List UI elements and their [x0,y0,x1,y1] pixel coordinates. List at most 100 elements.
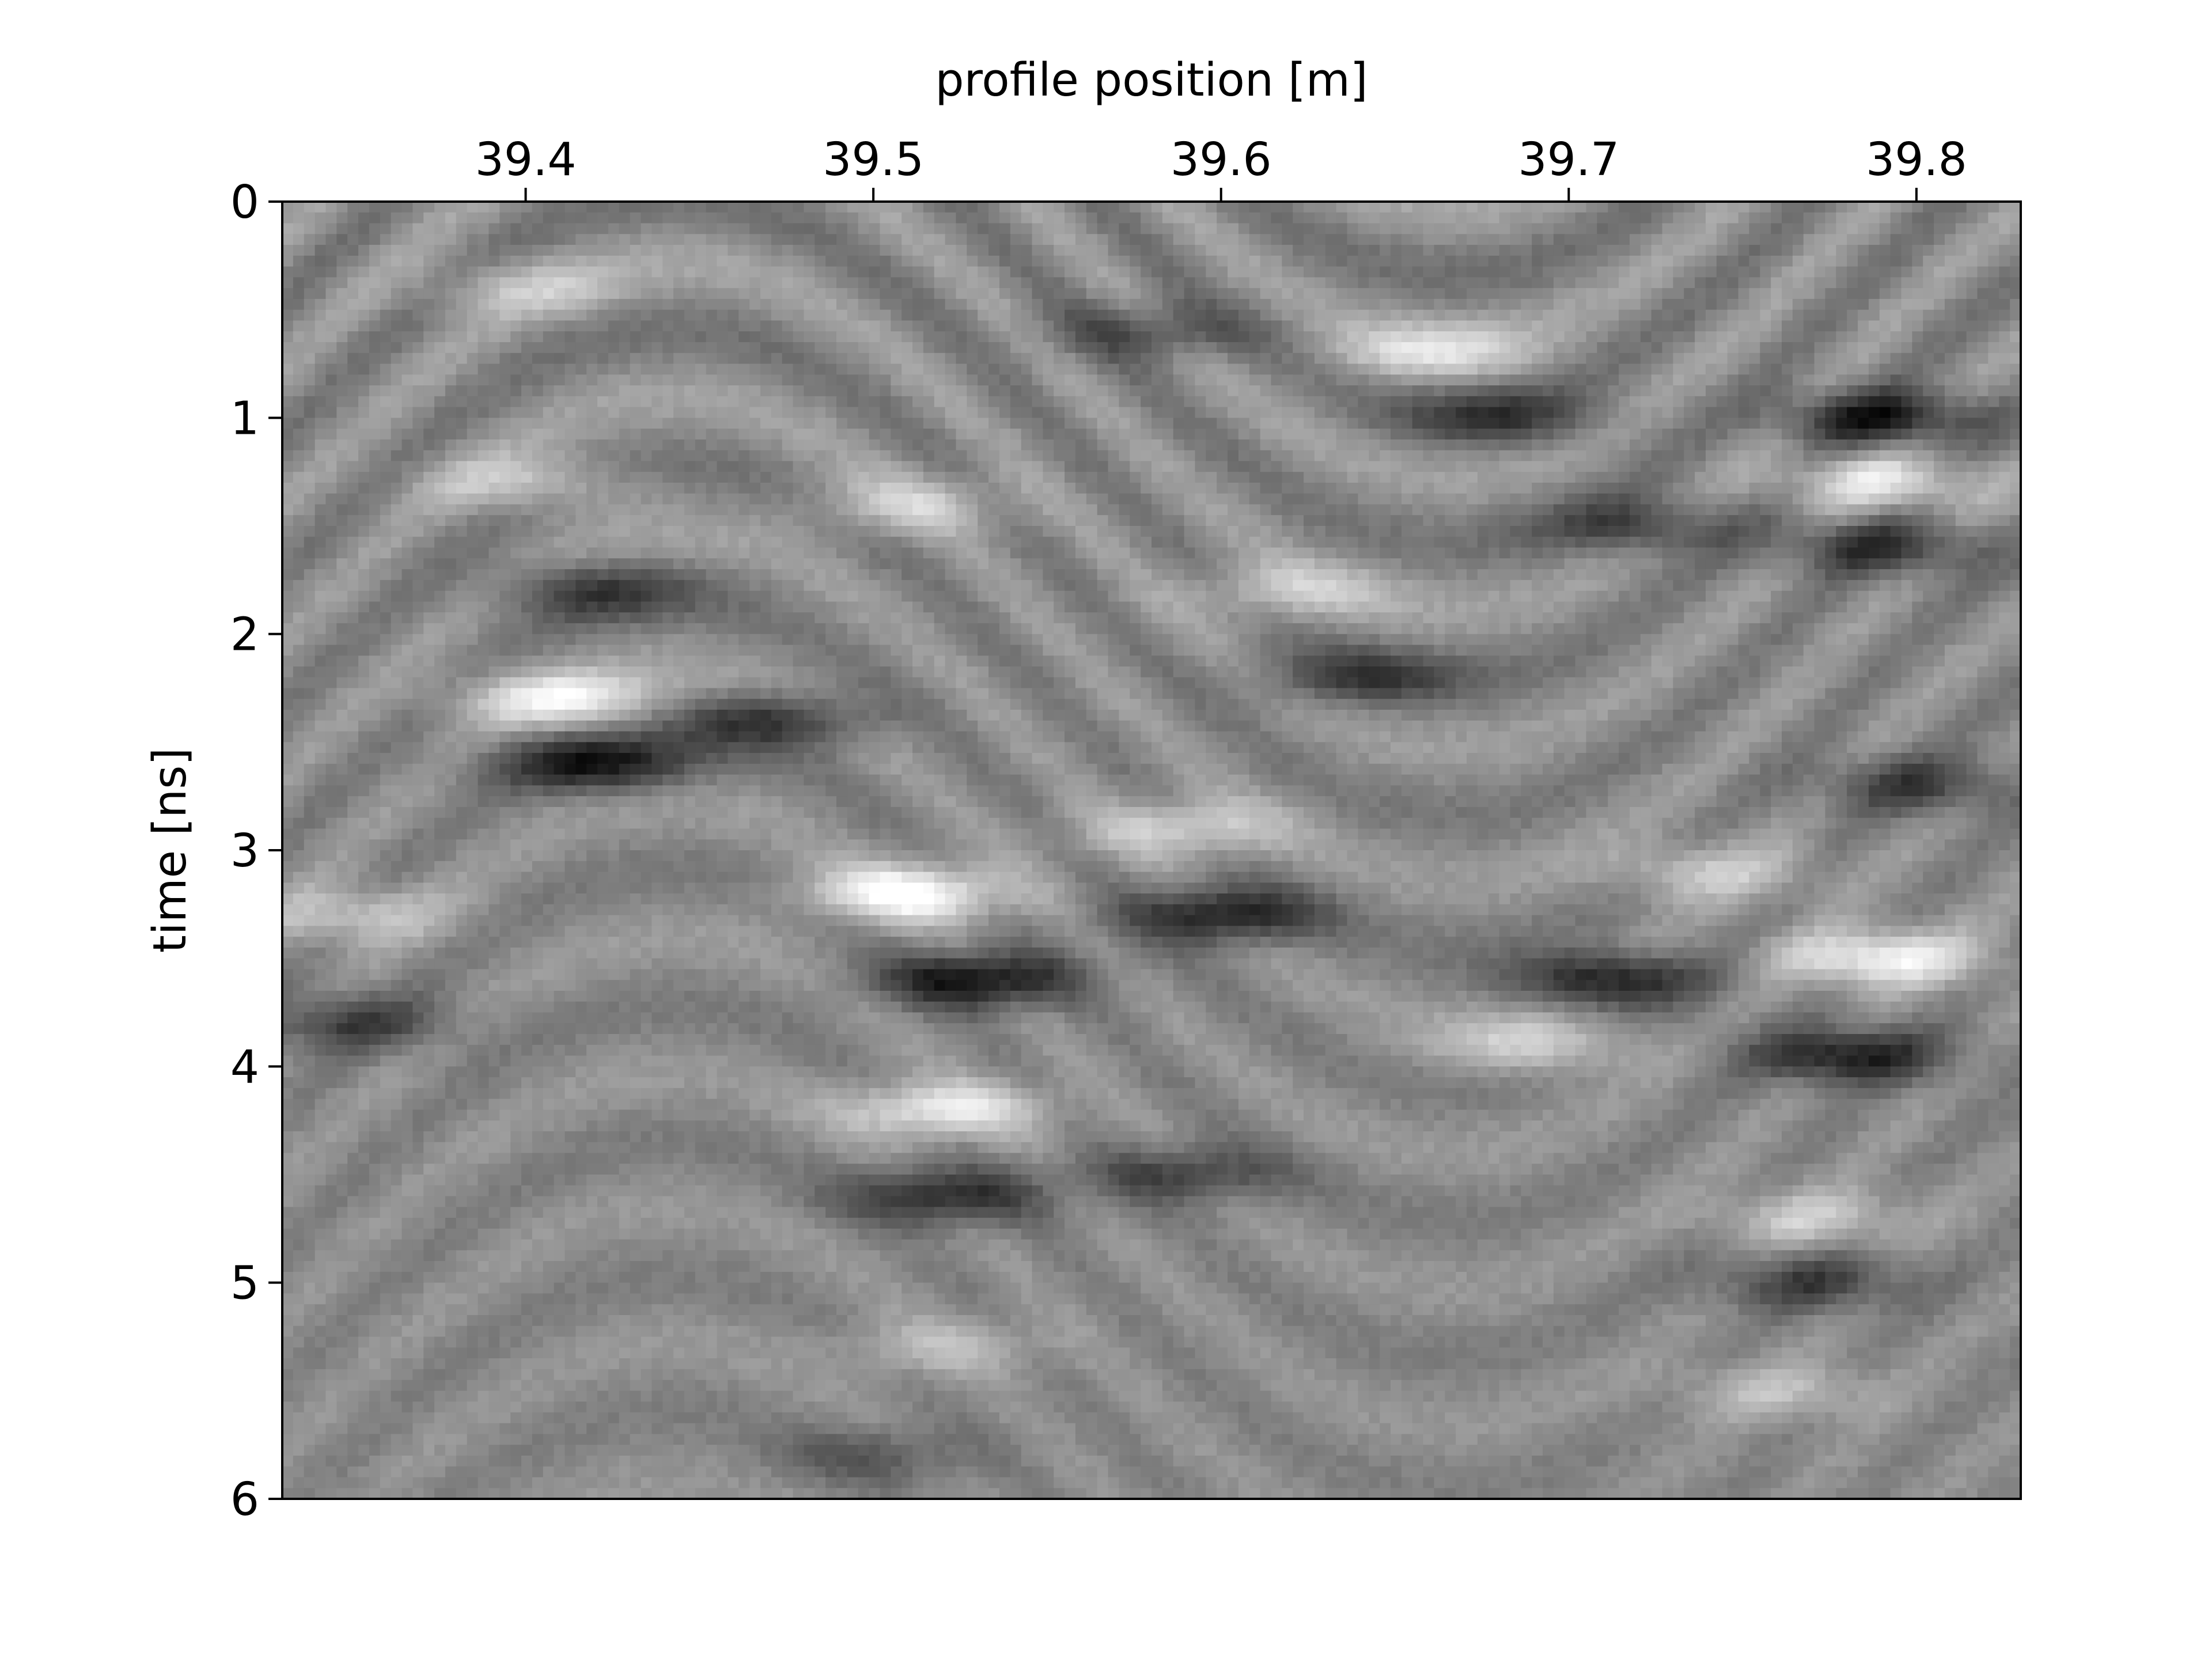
heatmap-cell [967,407,978,419]
heatmap-cell [956,461,968,472]
heatmap-cell [825,450,837,462]
heatmap-cell [1314,363,1326,376]
heatmap-cell [815,418,826,429]
heatmap-cell [315,536,327,548]
heatmap-cell [325,374,338,386]
heatmap-cell [1543,212,1554,224]
heatmap-cell [1249,526,1261,537]
heatmap-cell [1760,526,1771,537]
heatmap-cell [434,309,446,321]
heatmap-cell [804,429,816,440]
heatmap-cell [902,298,913,310]
heatmap-cell [532,504,544,516]
heatmap-cell [652,353,663,365]
heatmap-cell [999,493,1011,505]
heatmap-cell [836,288,848,300]
heatmap-cell [662,396,674,408]
heatmap-cell [1228,385,1239,397]
heatmap-cell [956,342,968,354]
heatmap-cell [695,288,707,300]
heatmap-cell [1108,353,1120,365]
heatmap-cell [1488,374,1500,386]
heatmap-cell [1467,223,1478,235]
heatmap-cell [336,396,348,408]
heatmap-cell [1695,482,1706,494]
heatmap-cell [1553,363,1565,376]
heatmap-cell [1901,288,1913,300]
heatmap-cell [1260,363,1272,376]
heatmap-cell [760,288,772,300]
heatmap-cell [1890,342,1902,354]
heatmap-cell [1282,385,1294,397]
heatmap-cell [478,342,490,354]
heatmap-cell [1217,331,1228,343]
heatmap-cell [1901,515,1913,527]
heatmap-cell [402,255,414,267]
heatmap-cell [1944,320,1956,332]
heatmap-cell [597,429,609,440]
heatmap-cell [1347,212,1359,224]
heatmap-cell [1282,288,1294,300]
heatmap-cell [1390,482,1402,494]
heatmap-cell [956,255,968,267]
heatmap-cell [869,374,881,386]
heatmap-cell [1684,212,1695,224]
heatmap-cell [1412,504,1424,516]
heatmap-cell [1966,298,1978,310]
heatmap-cell [1499,472,1511,483]
heatmap-cell [575,223,587,235]
heatmap-cell [434,439,446,451]
heatmap-cell [1553,450,1565,462]
heatmap-cell [1380,482,1391,494]
heatmap-cell [1912,342,1924,354]
heatmap-cell [1836,212,1847,224]
heatmap-cell [488,526,501,537]
heatmap-cell [1228,202,1239,213]
heatmap-cell [347,202,359,213]
heatmap-cell [1597,298,1609,310]
heatmap-cell [1803,482,1815,494]
heatmap-cell [1510,450,1522,462]
heatmap-cell [391,309,403,321]
heatmap-cell [847,212,859,224]
heatmap-cell [1282,450,1294,462]
heatmap-cell [1065,472,1076,483]
heatmap-cell [1488,526,1500,537]
heatmap-cell [760,493,772,505]
heatmap-cell [1955,342,1967,354]
heatmap-cell [293,331,305,343]
heatmap-cell [1043,439,1055,451]
heatmap-cell [456,266,468,278]
heatmap-cell [1477,439,1489,451]
heatmap-cell [1890,429,1902,440]
heatmap-cell [793,266,805,278]
heatmap-cell [499,245,511,256]
heatmap-cell [1564,320,1576,332]
heatmap-cell [619,407,631,419]
heatmap-cell [967,298,978,310]
heatmap-cell [1727,418,1739,429]
heatmap-cell [325,526,338,537]
heatmap-cell [1868,482,1880,494]
heatmap-cell [1814,255,1826,267]
heatmap-cell [1619,526,1630,537]
heatmap-cell [1999,385,2010,397]
heatmap-cell [1065,342,1076,354]
heatmap-cell [1130,493,1141,505]
heatmap-cell [1858,407,1869,419]
heatmap-cell [445,429,457,440]
heatmap-cell [304,472,316,483]
heatmap-cell [1597,353,1609,365]
heatmap-cell [467,353,479,365]
heatmap-cell [532,536,544,548]
heatmap-cell [1890,331,1902,343]
heatmap-cell [1705,298,1717,310]
heatmap-cell [967,202,978,213]
heatmap-cell [923,298,935,310]
heatmap-cell [1934,450,1945,462]
heatmap-cell [1488,461,1500,472]
heatmap-cell [521,255,533,267]
heatmap-cell [1434,504,1446,516]
heatmap-cell [412,439,425,451]
